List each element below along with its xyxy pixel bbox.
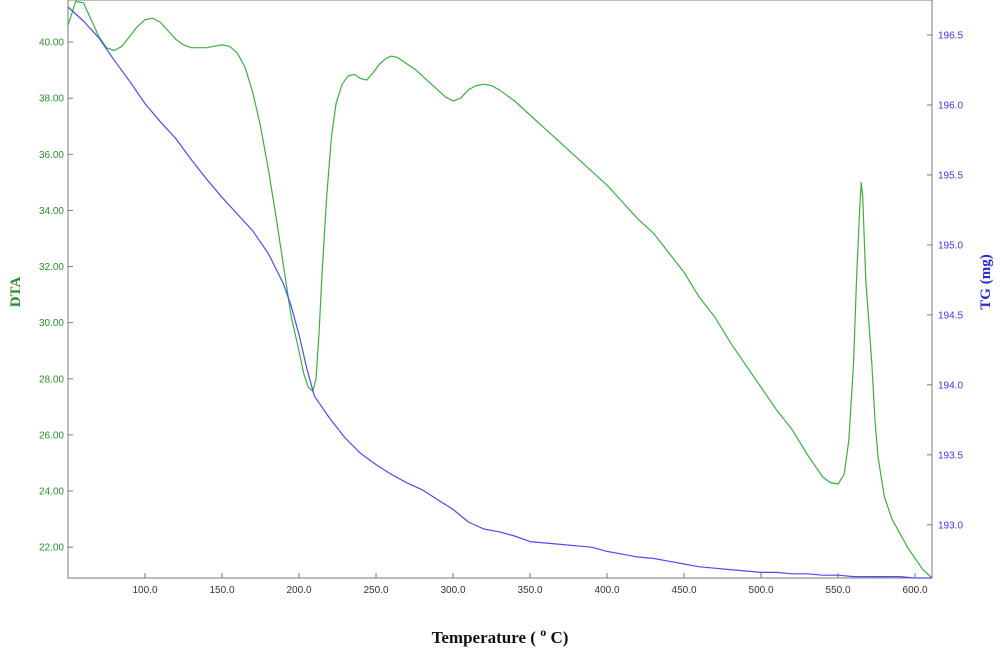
x-tick-label: 200.0 [287, 585, 312, 596]
left-y-tick-label: 24.00 [39, 487, 64, 498]
left-y-tick-label: 40.00 [39, 38, 64, 49]
dta-series-line [67, 0, 933, 579]
right-y-tick-label: 195.5 [938, 170, 963, 181]
right-y-tick-label: 193.0 [938, 520, 963, 531]
right-y-axis: 193.0 193.5 194.0 194.5 195.0 195.5 196.0 196.5 [927, 30, 963, 531]
left-y-tick-label: 26.00 [39, 430, 64, 441]
left-y-tick-label: 36.00 [39, 150, 64, 161]
series-layer [67, 0, 933, 579]
right-y-tick-label: 195.0 [938, 240, 963, 251]
x-tick-label: 100.0 [132, 585, 157, 596]
plot-area-frame [67, 0, 933, 579]
right-y-tick-label: 196.5 [938, 30, 963, 41]
x-tick-label: 250.0 [364, 585, 389, 596]
tg-series-line [67, 6, 932, 579]
x-tick-label: 300.0 [441, 585, 466, 596]
left-y-tick-label: 38.00 [39, 94, 64, 105]
x-tick-label: 450.0 [672, 585, 697, 596]
x-axis-label-main: Temperature ( [432, 628, 537, 647]
left-y-tick-label: 30.00 [39, 318, 64, 329]
left-y-tick-label: 32.00 [39, 262, 64, 273]
x-tick-label: 150.0 [209, 585, 234, 596]
left-y-tick-label: 28.00 [39, 374, 64, 385]
right-y-tick-label: 194.0 [938, 380, 963, 391]
x-tick-label: 400.0 [595, 585, 620, 596]
left-y-axis-label: DTA [8, 277, 24, 308]
right-y-tick-label: 193.5 [938, 450, 963, 461]
left-y-axis: 22.00 24.00 26.00 28.00 30.00 32.00 34.00 36.00… [39, 38, 73, 554]
left-y-tick-label: 22.00 [39, 543, 64, 554]
x-axis-label: Temperature ( o C) [432, 621, 569, 647]
right-y-axis-label: TG (mg) [978, 254, 994, 309]
x-tick-label: 600.0 [903, 585, 928, 596]
x-axis: 100.0 150.0 200.0 250.0 300.0 350.0 400.0 450.0… [132, 573, 928, 596]
x-tick-label: 500.0 [749, 585, 774, 596]
x-tick-label: 550.0 [826, 585, 851, 596]
x-axis-label-unit: C) [550, 628, 568, 647]
right-y-tick-label: 194.5 [938, 310, 963, 321]
left-y-tick-label: 34.00 [39, 206, 64, 217]
right-y-tick-label: 196.0 [938, 100, 963, 111]
x-axis-label-superscript: o [540, 625, 546, 639]
x-tick-label: 350.0 [518, 585, 543, 596]
